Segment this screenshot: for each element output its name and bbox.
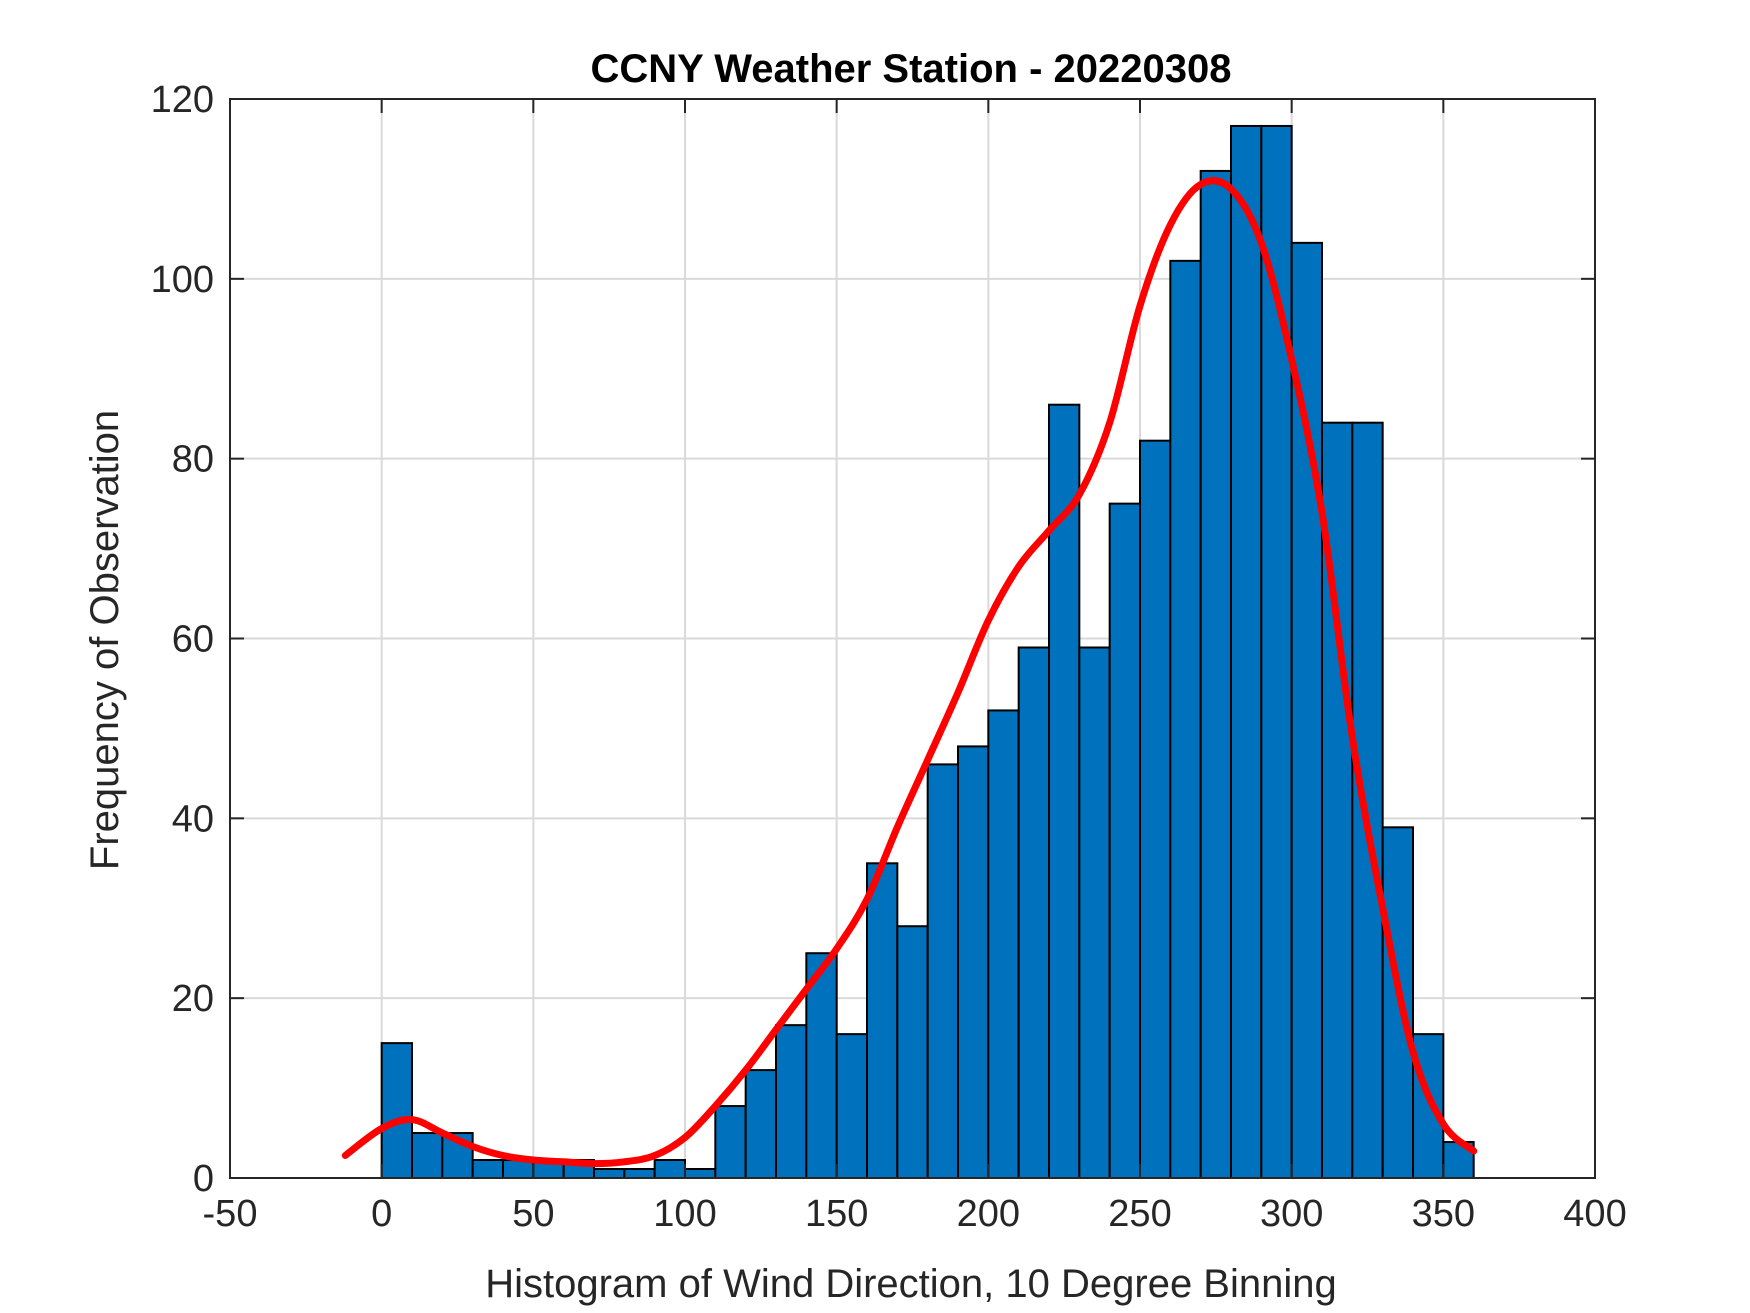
histogram-bar <box>1108 502 1141 1179</box>
histogram-bars <box>380 124 1475 1180</box>
y-tick-label: 0 <box>193 1158 214 1200</box>
histogram-bar <box>441 1132 474 1179</box>
histogram-bar <box>380 1042 413 1179</box>
y-tick-label: 80 <box>172 439 214 481</box>
histogram-bar <box>593 1168 626 1179</box>
histogram-bar <box>653 1159 687 1180</box>
histogram-bar <box>775 1024 808 1180</box>
histogram-bar <box>623 1168 656 1179</box>
y-tick-label: 20 <box>172 978 214 1020</box>
x-tick-label: 250 <box>1108 1193 1171 1235</box>
fit-curve-line <box>341 177 1478 1168</box>
histogram-bar <box>471 1159 504 1180</box>
histogram-bar <box>987 709 1020 1180</box>
y-tick-label: 60 <box>172 619 214 661</box>
histogram-bar <box>1078 646 1111 1179</box>
histogram-bar <box>1351 421 1384 1179</box>
x-tick-label: -50 <box>203 1193 258 1235</box>
histogram-bar <box>835 1033 869 1179</box>
x-tick-label: 100 <box>653 1193 716 1235</box>
x-tick-label: 50 <box>512 1193 554 1235</box>
histogram-bar <box>1230 124 1263 1180</box>
histogram-bar <box>1169 259 1202 1180</box>
histogram-bar <box>411 1132 444 1179</box>
histogram-bar <box>1199 169 1232 1179</box>
x-tick-label: 350 <box>1412 1193 1475 1235</box>
histogram-bar <box>714 1105 747 1179</box>
x-tick-label: 300 <box>1260 1193 1323 1235</box>
histogram-bar <box>744 1069 778 1179</box>
axis-ticks <box>229 98 1596 1179</box>
x-tick-label: 0 <box>371 1193 392 1235</box>
y-tick-labels: 0 20 40 60 80 100 120 <box>151 79 214 1200</box>
histogram-bar <box>1139 439 1172 1179</box>
y-axis-label: Frequency of Observation <box>83 410 127 870</box>
histogram-bar <box>684 1168 717 1179</box>
y-tick-label: 40 <box>172 798 214 840</box>
x-tick-label: 150 <box>805 1193 868 1235</box>
histogram-bar <box>1017 646 1051 1179</box>
x-axis-label: Histogram of Wind Direction, 10 Degree B… <box>485 1262 1337 1306</box>
histogram-bar <box>866 862 899 1180</box>
chart-title: CCNY Weather Station - 20220308 <box>591 47 1232 91</box>
x-tick-label: 400 <box>1563 1193 1626 1235</box>
histogram-bar <box>896 925 929 1179</box>
histogram-bar <box>926 763 960 1180</box>
histogram-bar <box>1048 403 1081 1179</box>
y-tick-label: 120 <box>151 79 214 121</box>
y-tick-label: 100 <box>151 259 214 301</box>
x-tick-label: 200 <box>957 1193 1020 1235</box>
x-tick-labels: -50 0 50 100 150 200 250 300 350 400 <box>203 1193 1627 1235</box>
histogram-bar <box>957 745 990 1180</box>
